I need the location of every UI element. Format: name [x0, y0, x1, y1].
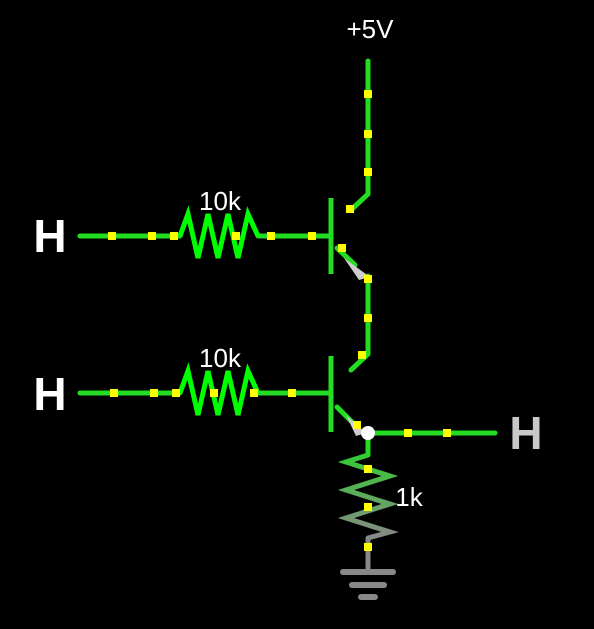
current-dots — [108, 90, 451, 551]
current-dot — [250, 389, 258, 397]
current-dot — [148, 232, 156, 240]
current-dot — [364, 543, 372, 551]
q1-emitter-arrow — [344, 258, 370, 280]
current-dot — [172, 389, 180, 397]
current-dot — [110, 389, 118, 397]
current-dot — [364, 130, 372, 138]
input-b-label: H — [33, 368, 66, 420]
supply-wire — [348, 58, 371, 213]
current-dot — [364, 503, 372, 511]
supply-label: +5V — [347, 14, 395, 44]
ground-symbol-icon — [340, 569, 396, 600]
r2-value-label: 10k — [199, 343, 242, 373]
current-dot — [364, 314, 372, 322]
current-dot — [443, 429, 451, 437]
current-dot — [364, 90, 372, 98]
input-a-label: H — [33, 210, 66, 262]
current-dot — [108, 232, 116, 240]
r1-value-label: 10k — [199, 186, 242, 216]
resistor-r1 — [177, 205, 261, 259]
q1-q2-link-wire — [348, 273, 371, 373]
current-dot — [404, 429, 412, 437]
current-dot — [364, 168, 372, 176]
current-dot — [232, 232, 240, 240]
current-dot — [358, 351, 366, 359]
output-node — [361, 426, 375, 440]
current-dot — [364, 275, 372, 283]
current-dot — [288, 389, 296, 397]
output-label: H — [509, 407, 542, 459]
r3-value-label: 1k — [395, 482, 423, 512]
transistor-q1 — [328, 198, 370, 280]
current-dot — [338, 244, 346, 252]
current-dot — [170, 232, 178, 240]
current-dot — [150, 389, 158, 397]
resistor-r3-pulldown — [337, 452, 399, 541]
current-dot — [308, 232, 316, 240]
current-dot — [267, 232, 275, 240]
current-dot — [364, 465, 372, 473]
wires — [77, 58, 498, 458]
current-dot — [346, 205, 354, 213]
resistor-r2 — [177, 362, 261, 416]
current-dot — [353, 421, 361, 429]
current-dot — [210, 389, 218, 397]
